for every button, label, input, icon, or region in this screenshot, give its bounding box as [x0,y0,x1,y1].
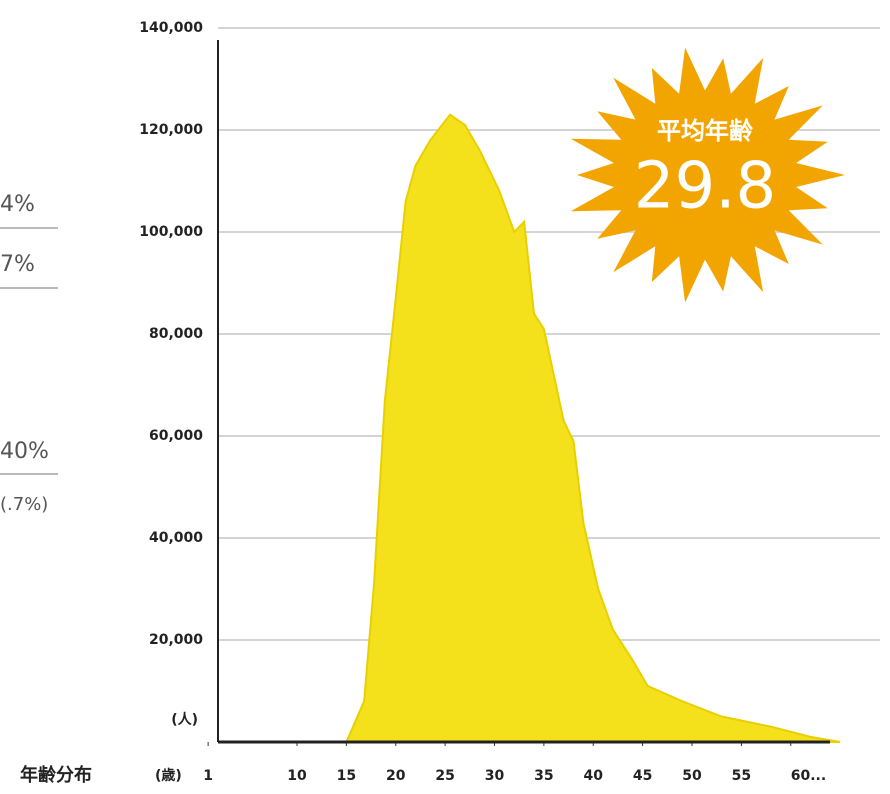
y-tick-label: 100,000 [139,224,203,240]
side-text: 7% [0,252,35,277]
x-axis-title: 年齢分布 [20,764,92,786]
x-tick-label: 50 [682,768,702,784]
x-tick-label: 15 [337,768,356,784]
side-text: 40% [0,439,49,464]
badge-value: 29.8 [634,150,777,224]
side-text: (.7%) [0,494,48,515]
x-tick-label: 30 [485,768,505,784]
badge-label: 平均年齢 [657,117,754,145]
y-tick-label: 80,000 [149,326,203,342]
x-tick-label: 25 [435,768,454,784]
area [297,113,841,743]
x-tick-label: 45 [633,768,652,784]
y-axis-label: (人) [171,711,198,728]
x-tick-label: 35 [534,768,553,784]
y-tick-label: 140,000 [139,20,203,36]
badge-burst [570,47,845,303]
x-tick-label: 1 [203,768,213,784]
y-tick-label: 60,000 [149,428,203,444]
x-tick-label: 60... [791,768,826,784]
side-text: 4% [0,192,35,217]
x-tick-label: 10 [287,768,307,784]
y-tick-label: 120,000 [139,122,203,138]
x-tick-label: 20 [386,768,406,784]
x-tick-label: 55 [732,768,751,784]
x-axis-label: (歳) [155,767,182,784]
y-tick-label: 40,000 [149,530,203,546]
y-tick-label: 20,000 [149,632,203,648]
x-tick-label: 40 [584,768,604,784]
